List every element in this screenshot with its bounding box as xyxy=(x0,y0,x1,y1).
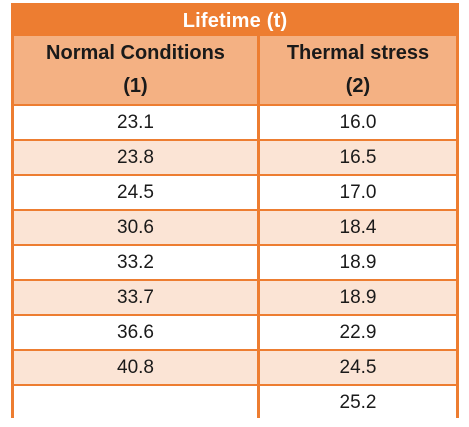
table-cell: 33.2 xyxy=(14,246,257,279)
table-cell: 17.0 xyxy=(260,176,456,209)
table-cell: 16.5 xyxy=(260,141,456,174)
lifetime-table: Lifetime (t) Normal Conditions (1) Therm… xyxy=(11,3,459,419)
table-cell: 18.9 xyxy=(260,246,456,279)
table-cell: 23.8 xyxy=(14,141,257,174)
table-cell: 30.6 xyxy=(14,211,257,244)
table-cell: 23.1 xyxy=(14,106,257,139)
table-cell: 16.0 xyxy=(260,106,456,139)
table-cell: 18.4 xyxy=(260,211,456,244)
column-header-normal-conditions: Normal Conditions (1) xyxy=(14,36,257,104)
table-cell: 24.5 xyxy=(260,351,456,384)
table-cell: 22.9 xyxy=(260,316,456,349)
column-header-label: Thermal stress xyxy=(286,42,430,64)
table-title: Lifetime (t) xyxy=(182,9,288,32)
table-cell: 24.5 xyxy=(14,176,257,209)
table-cell: 18.9 xyxy=(260,281,456,314)
table-cell xyxy=(14,386,257,419)
table-cell: 36.6 xyxy=(14,316,257,349)
table-cell: 33.7 xyxy=(14,281,257,314)
table-grid: Normal Conditions (1) Thermal stress (2)… xyxy=(14,36,456,419)
column-header-index: (1) xyxy=(123,75,148,97)
column-header-thermal-stress: Thermal stress (2) xyxy=(260,36,456,104)
table-cell: 25.2 xyxy=(260,386,456,419)
column-header-label: Normal Conditions xyxy=(46,42,225,64)
column-header-index: (2) xyxy=(345,75,371,97)
table-cell: 40.8 xyxy=(14,351,257,384)
